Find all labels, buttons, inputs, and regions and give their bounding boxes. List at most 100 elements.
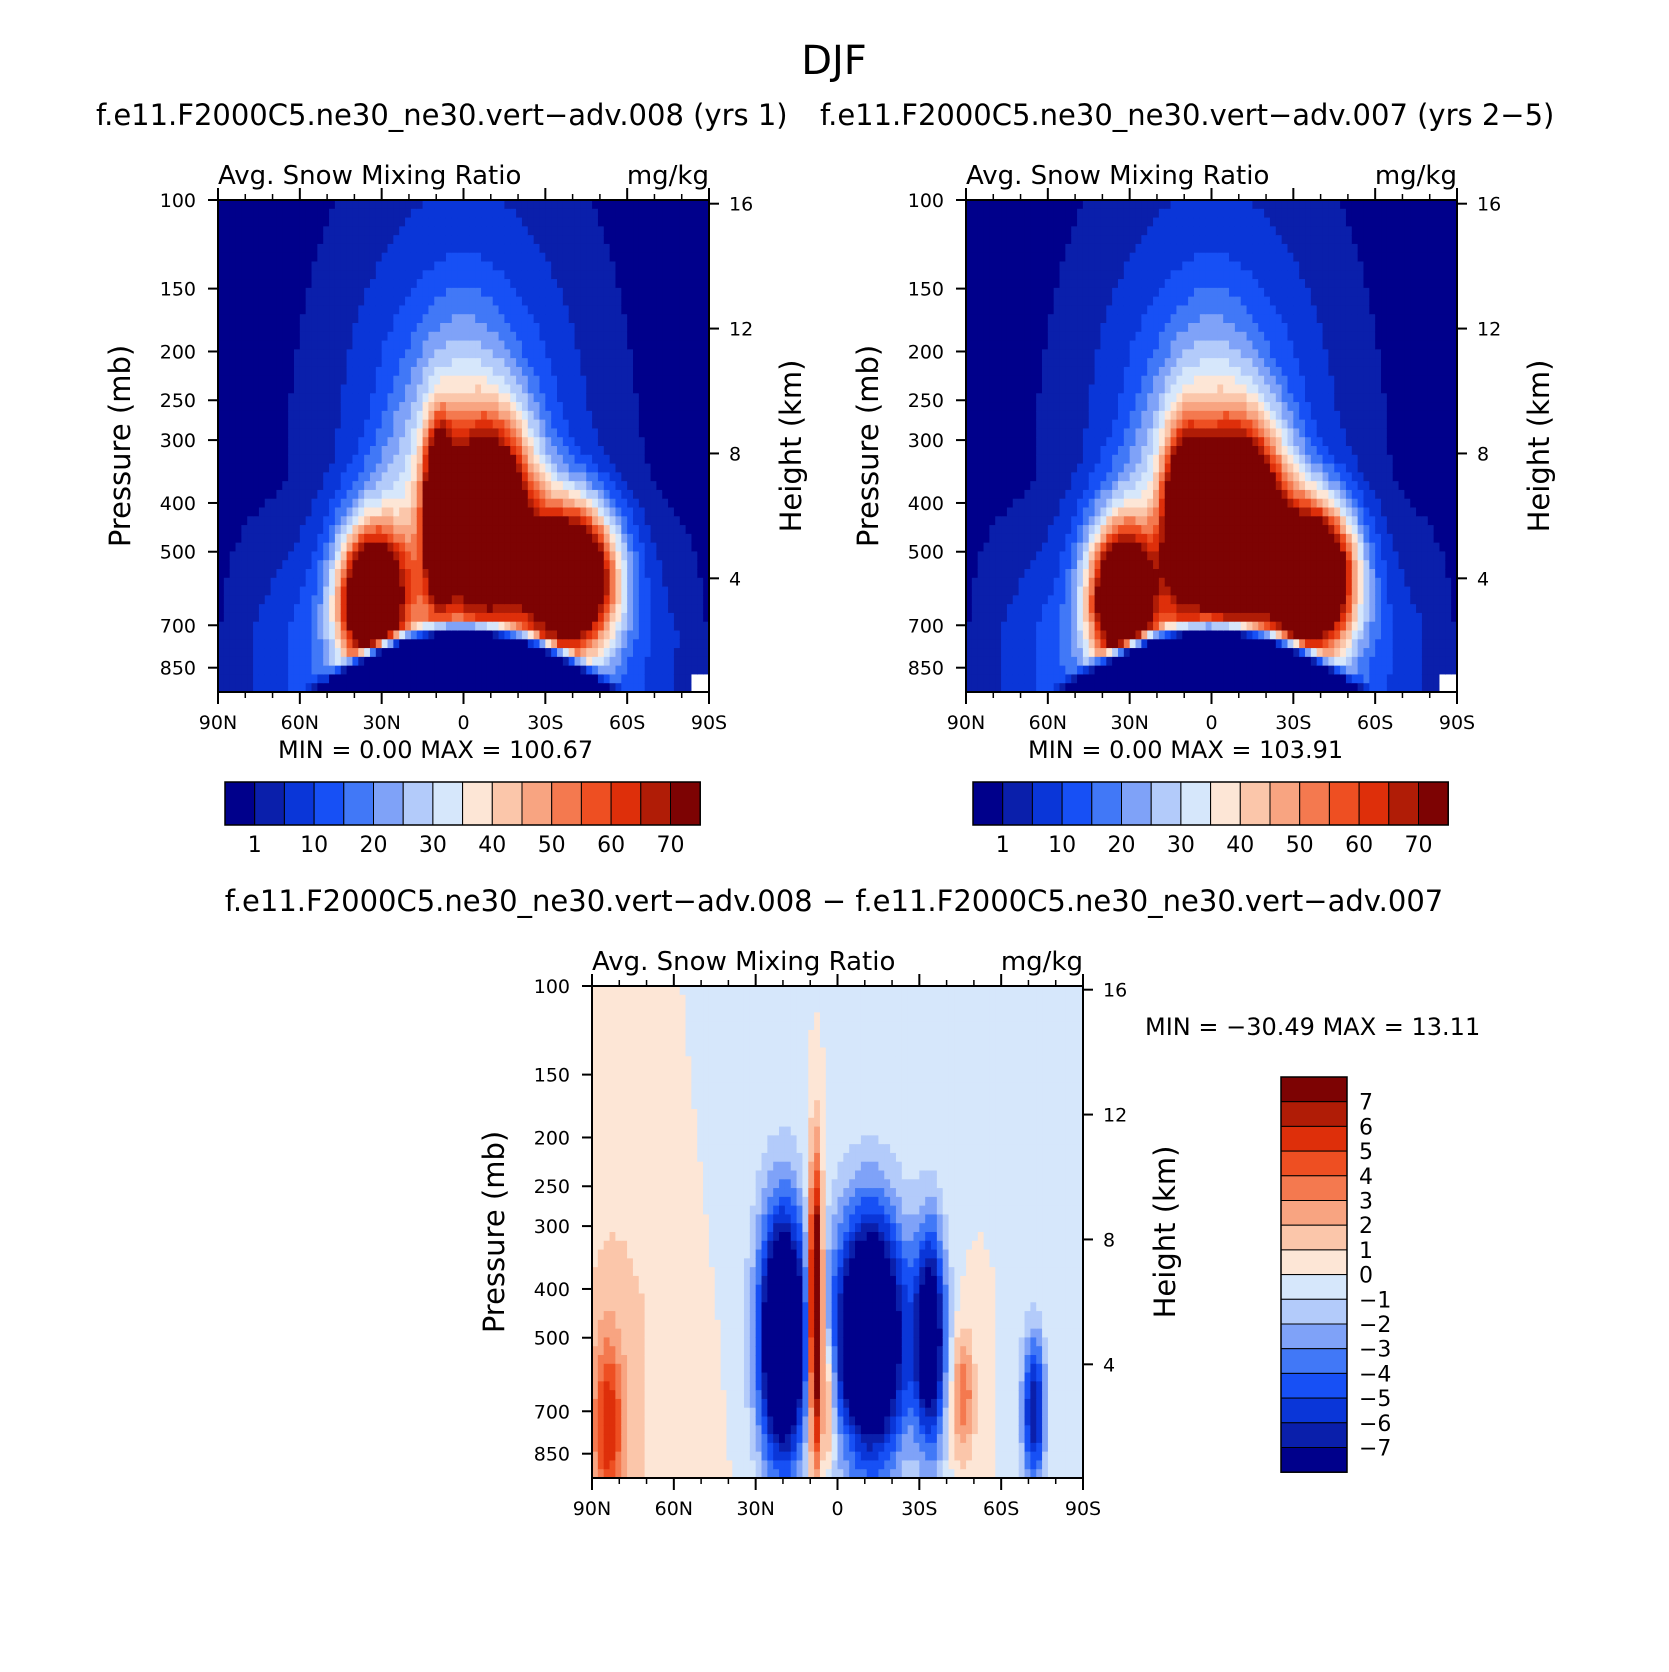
heatmap-cell — [258, 261, 266, 271]
heatmap-cell — [510, 402, 517, 412]
heatmap-cell — [288, 261, 295, 271]
heatmap-cell — [323, 226, 330, 236]
heatmap-cell — [469, 410, 476, 421]
heatmap-cell — [597, 498, 605, 509]
heatmap-cell — [609, 375, 617, 386]
heatmap-cell — [340, 331, 348, 342]
heatmap-cell — [492, 402, 500, 412]
heatmap-cell — [305, 314, 313, 324]
heatmap-cell — [644, 560, 652, 570]
heatmap-cell — [235, 366, 242, 377]
heatmap-cell — [375, 569, 383, 579]
heatmap-cell — [557, 419, 564, 430]
heatmap-cell — [615, 621, 622, 632]
heatmap-cell — [282, 472, 289, 482]
heatmap-cell — [633, 656, 640, 667]
heatmap-cell — [650, 243, 657, 254]
heatmap-cell — [223, 314, 231, 324]
heatmap-cell — [223, 612, 231, 623]
heatmap-cell — [469, 665, 476, 676]
heatmap-cell — [311, 314, 318, 324]
heatmap-cell — [492, 349, 500, 359]
heatmap-cell — [229, 208, 237, 219]
heatmap-cell — [673, 507, 681, 517]
heatmap-cell — [241, 331, 248, 342]
heatmap-cell — [428, 446, 435, 456]
heatmap-cell — [422, 569, 430, 579]
heatmap-cell — [603, 279, 611, 289]
heatmap-cell — [498, 489, 506, 500]
heatmap-cell — [498, 314, 506, 324]
heatmap-cell — [463, 577, 470, 588]
heatmap-cell — [551, 621, 558, 632]
heatmap-cell — [334, 296, 342, 307]
heatmap-cell — [469, 358, 476, 368]
heatmap-cell — [422, 542, 430, 553]
heatmap-cell — [340, 674, 348, 684]
heatmap-cell — [311, 200, 318, 210]
heatmap-cell — [218, 331, 225, 342]
heatmap-cell — [679, 498, 687, 509]
heatmap-cell — [662, 507, 669, 517]
heatmap-cell — [375, 314, 383, 324]
heatmap-cell — [656, 577, 663, 588]
heatmap-cell — [422, 489, 430, 500]
heatmap-cell — [375, 621, 383, 632]
heatmap-cell — [521, 472, 529, 482]
heatmap-cell — [685, 252, 693, 263]
heatmap-cell — [457, 516, 465, 526]
heatmap-cell — [469, 551, 476, 561]
heatmap-cell — [966, 402, 973, 412]
heatmap-cell — [393, 358, 400, 368]
heatmap-cell — [966, 217, 973, 227]
heatmap-cell — [405, 419, 412, 430]
heatmap-cell — [977, 393, 985, 403]
heatmap-cell — [440, 516, 447, 526]
heatmap-cell — [977, 375, 985, 386]
heatmap-cell — [369, 393, 377, 403]
heatmap-cell — [218, 454, 225, 465]
colorbar-box — [254, 781, 285, 826]
heatmap-cell — [323, 349, 330, 359]
heatmap-cell — [364, 261, 371, 271]
heatmap-cell — [679, 208, 687, 219]
heatmap-cell — [299, 446, 307, 456]
heatmap-cell — [264, 516, 272, 526]
heatmap-cell — [364, 419, 371, 430]
heatmap-cell — [475, 410, 482, 421]
heatmap-cell — [311, 489, 318, 500]
heatmap-cell — [405, 252, 412, 263]
heatmap-cell — [264, 287, 272, 298]
heatmap-cell — [685, 217, 693, 227]
heatmap-cell — [305, 630, 313, 640]
heatmap-cell — [299, 375, 307, 386]
heatmap-cell — [580, 498, 587, 509]
heatmap-cell — [422, 375, 430, 386]
heatmap-cell — [562, 437, 570, 447]
heatmap-cell — [253, 472, 260, 482]
heatmap-cell — [498, 208, 506, 219]
heatmap-cell — [966, 437, 973, 447]
heatmap-cell — [510, 340, 517, 350]
heatmap-cell — [399, 454, 406, 465]
heatmap-cell — [229, 384, 237, 394]
heatmap-cell — [527, 525, 535, 535]
heatmap-cell — [627, 648, 634, 658]
heatmap-cell — [516, 656, 523, 667]
heatmap-cell — [416, 217, 424, 227]
heatmap-cell — [492, 217, 500, 227]
heatmap-cell — [323, 323, 330, 333]
heatmap-cell — [241, 472, 248, 482]
heatmap-cell — [428, 243, 435, 254]
heatmap-cell — [498, 454, 506, 465]
heatmap-cell — [416, 243, 424, 254]
heatmap-cell — [481, 595, 488, 605]
heatmap-cell — [229, 366, 237, 377]
heatmap-cell — [410, 481, 418, 491]
heatmap-cell — [434, 683, 441, 693]
heatmap-cell — [346, 472, 354, 482]
heatmap-cell — [463, 525, 470, 535]
heatmap-cell — [586, 331, 593, 342]
heatmap-cell — [486, 393, 494, 403]
heatmap-cell — [329, 305, 336, 315]
